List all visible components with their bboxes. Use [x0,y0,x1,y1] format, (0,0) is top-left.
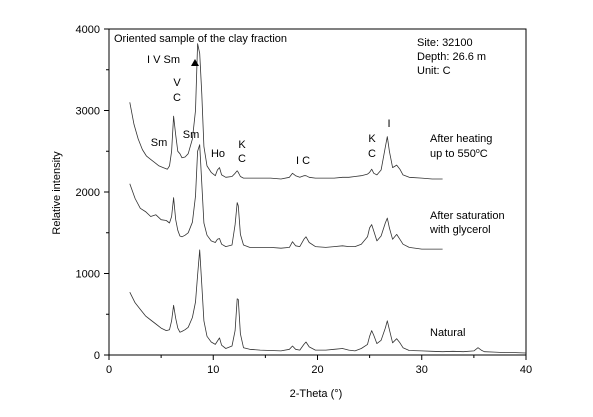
heated-text-sup: o [476,148,480,155]
peak-label-c3: C [368,148,376,160]
series-line [129,144,443,250]
peak-label-ic: I C [296,155,310,167]
y-tick-label: 3000 [76,106,100,118]
peak-label-v: V [173,77,181,89]
heated-text-end: C [480,148,488,160]
peak-label-c2: C [238,153,246,165]
sample-title: Oriented sample of the clay fraction [114,33,287,45]
curve-label-glycerol-line1: After saturation [430,210,505,222]
peak-label-sm1: Sm [151,137,168,149]
plot-frame [108,28,527,356]
peak-label-c1: C [173,92,181,104]
curve-label-heated-line2: up to 550oC [430,148,488,160]
depth-label: Depth: 26.6 m [417,51,486,63]
peak-marker-triangle [191,59,199,66]
x-tick-label: 0 [106,364,112,376]
x-tick-label: 30 [416,364,428,376]
axes: 0 10 20 30 40 0 1000 2000 3000 4000 [76,24,533,376]
y-tick-label: 2000 [76,187,100,199]
peak-label-i: I [387,118,390,130]
peak-label-k2: K [368,133,376,145]
peak-label-ivsm: I V Sm [147,54,180,66]
series-group [129,43,527,354]
x-tick-label: 20 [311,364,323,376]
series-line [129,43,443,180]
curve-label-heated-line1: After heating [430,133,492,145]
x-axis-label: 2-Theta (°) [290,388,343,400]
x-tick-label: 40 [520,364,532,376]
peak-label-sm2: Sm [183,129,200,141]
curve-label-glycerol-line2: with glycerol [429,224,491,236]
peak-label-ho: Ho [211,148,225,160]
y-tick-label: 0 [94,350,100,362]
unit-label: Unit: C [417,65,451,77]
y-tick-label: 1000 [76,269,100,281]
peak-label-k1: K [238,139,246,151]
x-tick-label: 10 [207,364,219,376]
series-line [129,249,527,354]
y-axis-label: Relative intensity [51,151,63,235]
heated-text-main: up to 550 [430,148,476,160]
site-label: Site: 32100 [417,37,473,49]
curve-label-natural: Natural [430,327,465,339]
y-tick-label: 4000 [76,24,100,36]
